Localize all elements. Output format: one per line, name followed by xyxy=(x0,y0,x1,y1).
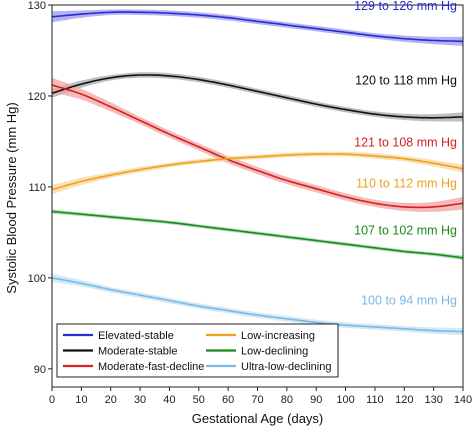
x-tick-label: 0 xyxy=(49,394,55,406)
band-low-increasing xyxy=(52,151,463,195)
line-moderate-fast-decline xyxy=(51,84,464,209)
annotation-low-declining: 107 to 102 mm Hg xyxy=(354,224,457,238)
x-tick-label: 100 xyxy=(336,394,354,406)
line-moderate-stable xyxy=(51,74,464,119)
x-tick-label: 80 xyxy=(281,394,293,406)
x-tick-label: 130 xyxy=(424,394,442,406)
legend-label-moderate-fast-decline: Moderate-fast-decline xyxy=(98,361,204,373)
line-low-increasing xyxy=(51,153,464,191)
annotation-ultra-low-declining: 100 to 94 mm Hg xyxy=(361,294,457,308)
legend: Elevated-stable Low-increasing Moderate-st… xyxy=(56,323,339,378)
line-low-declining xyxy=(51,210,464,259)
legend-label-moderate-stable: Moderate-stable xyxy=(98,346,178,358)
annotation-elevated-stable: 129 to 126 mm Hg xyxy=(354,0,457,13)
legend-label-low-declining: Low-declining xyxy=(241,346,308,358)
line-ultra-low-declining xyxy=(51,277,463,333)
legend-label-ultra-low-declining: Ultra-low-declining xyxy=(241,361,331,373)
y-tick-label: 90 xyxy=(34,364,46,376)
x-tick-label: 30 xyxy=(134,394,146,406)
x-tick-label: 120 xyxy=(395,394,413,406)
y-tick-label: 120 xyxy=(28,91,46,103)
x-axis-ticks: 0 10 20 30 40 50 60 70 80 90 100 110 120 130 140 xyxy=(49,387,472,406)
series-lines xyxy=(51,11,464,333)
x-tick-label: 10 xyxy=(75,394,87,406)
legend-box xyxy=(56,323,339,378)
x-tick-label: 20 xyxy=(105,394,117,406)
y-tick-label: 130 xyxy=(28,0,46,12)
y-axis-ticks: 90 100 110 120 130 xyxy=(28,0,52,376)
x-tick-label: 60 xyxy=(222,394,234,406)
x-tick-label: 140 xyxy=(454,394,472,406)
band-elevated-stable xyxy=(52,9,463,46)
legend-label-low-increasing: Low-increasing xyxy=(241,330,315,342)
y-axis-title: Systolic Blood Pressure (mm Hg) xyxy=(4,102,19,293)
series-annotations: 129 to 126 mm Hg 120 to 118 mm Hg 121 to 1… xyxy=(354,0,457,308)
confidence-bands xyxy=(52,9,463,336)
annotation-moderate-fast-decline: 121 to 108 mm Hg xyxy=(354,135,457,149)
band-ultra-low-declining xyxy=(52,273,463,336)
x-tick-label: 110 xyxy=(366,394,384,406)
x-tick-label: 50 xyxy=(193,394,205,406)
x-tick-label: 70 xyxy=(251,394,263,406)
y-tick-label: 100 xyxy=(28,273,46,285)
x-axis-title: Gestational Age (days) xyxy=(192,411,324,426)
x-tick-label: 40 xyxy=(163,394,175,406)
x-tick-label: 90 xyxy=(310,394,322,406)
y-tick-label: 110 xyxy=(28,182,46,194)
legend-label-elevated-stable: Elevated-stable xyxy=(98,330,174,342)
band-low-declining xyxy=(52,209,463,261)
annotation-moderate-stable: 120 to 118 mm Hg xyxy=(355,73,457,87)
band-moderate-stable xyxy=(52,72,463,122)
annotation-low-increasing: 110 to 112 mm Hg xyxy=(356,176,457,190)
line-elevated-stable xyxy=(51,11,464,43)
